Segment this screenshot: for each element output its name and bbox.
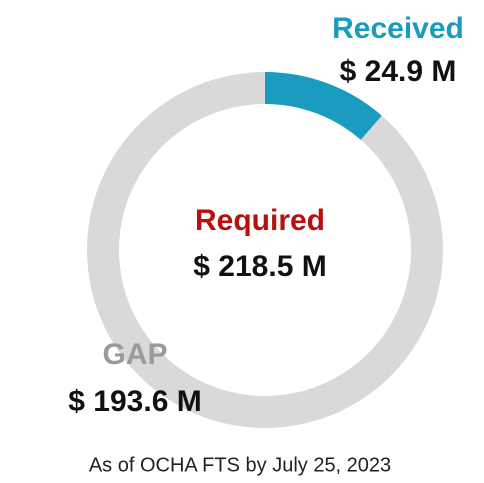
donut-segment [265,72,382,140]
total-name: Required [195,204,325,237]
segment-name: GAP [102,338,167,371]
segment-name: Received [332,12,464,45]
segment-value-label: $ 24.9 M [340,55,457,88]
segment-value-label: $ 193.6 M [68,385,201,418]
footnote: As of OCHA FTS by July 25, 2023 [89,454,391,476]
total-label: $ 218.5 M [193,250,326,283]
